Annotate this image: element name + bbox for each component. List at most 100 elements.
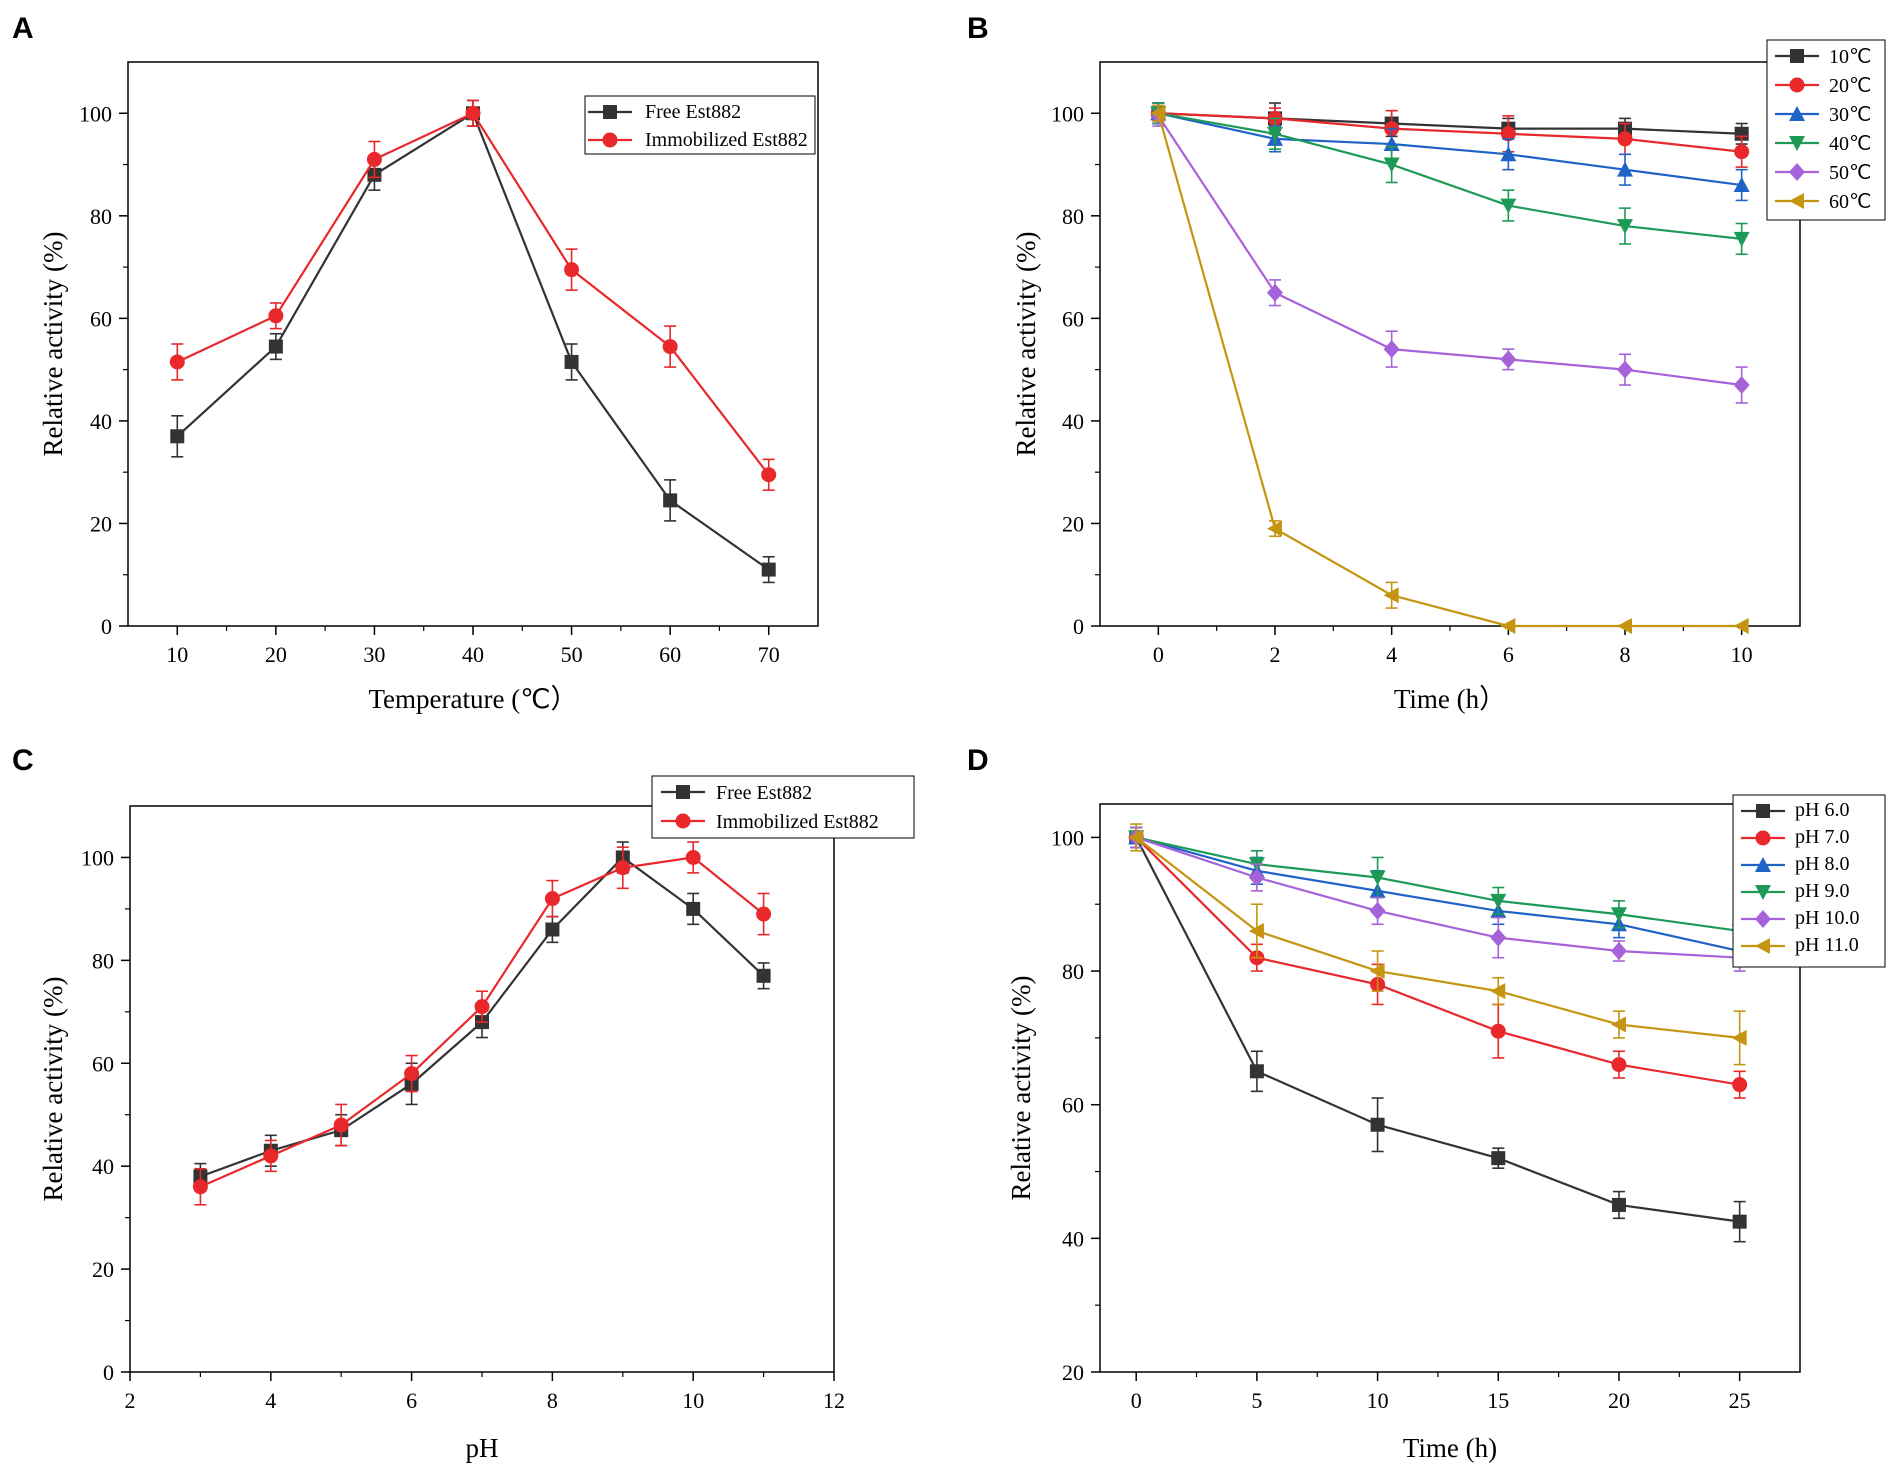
- panel-b-legend-marker-1: [1789, 77, 1805, 93]
- panel-a-series-1-point-6: [761, 467, 777, 483]
- panel-b-legend-marker-3: [1789, 136, 1805, 151]
- panel-d-series-5-point-5: [1731, 1029, 1747, 1046]
- panel-c-y-tick-label-3: 60: [92, 1051, 114, 1076]
- panel-b-series-5-point-2: [1383, 587, 1399, 604]
- panel-b-series-3: [1150, 102, 1750, 256]
- panel-a-x-tick-label-6: 70: [758, 642, 780, 667]
- panel-b-series-3-point-1: [1267, 126, 1283, 142]
- panel-b-series-4-point-4: [1617, 360, 1633, 379]
- panel-d-series-3-point-3: [1490, 893, 1507, 909]
- panel-d-legend-marker-2: [1755, 857, 1771, 872]
- panel-d-x-tick-label-1: 5: [1251, 1388, 1262, 1413]
- panel-a-series-1-point-5: [662, 339, 678, 355]
- panel-c-y-tick-label-5: 100: [81, 845, 114, 870]
- panel-c-y-axis-label: Relative activity (%): [38, 977, 68, 1202]
- panel-d-series-0-line: [1135, 836, 1740, 1223]
- panel-b-series-5-point-5: [1733, 618, 1749, 634]
- panel-b-series-0: [1151, 102, 1749, 145]
- panel-b-letter: B: [967, 12, 989, 45]
- panel-a-series-1-point-1: [268, 308, 284, 324]
- panel-d-series-4-point-1: [1248, 868, 1265, 887]
- panel-d-series-0-point-5: [1732, 1214, 1747, 1229]
- panel-c-legend-box: [651, 775, 915, 839]
- panel-b-series-3-point-3: [1500, 198, 1517, 214]
- panel-b-legend-marker-4: [1789, 163, 1805, 181]
- panel-a-series-0-line: [176, 111, 770, 571]
- panel-a-series-1-point-0: [169, 354, 185, 370]
- panel-b-series-5-point-1: [1267, 520, 1282, 537]
- panel-c-series-0-point-7: [686, 901, 701, 916]
- panel-b-y-tick-label-2: 40: [1062, 409, 1084, 434]
- panel-d-series-2-line: [1135, 836, 1740, 953]
- panel-b-legend-label-1: 20℃: [1829, 75, 1871, 97]
- panel-a-legend-label-0: Free Est882: [645, 101, 741, 123]
- panel-b-legend: 10℃ 20℃ 30℃ 40℃ 50℃ 60℃: [1766, 39, 1886, 221]
- panel-a-series-0-point-0: [170, 429, 185, 444]
- panel-c-series-0-point-8: [756, 968, 771, 983]
- panel-d: D 0 5 10 15 20 25 20 40 60 80 100 pH 6.0 pH 7.0 pH…: [967, 744, 1886, 1463]
- panel-d-x-axis-label: Time (h): [1403, 1433, 1497, 1463]
- panel-d-x-tick-label-3: 15: [1487, 1388, 1509, 1413]
- panel-b-series-4-line: [1157, 115, 1742, 387]
- panel-c-series-1: [192, 841, 772, 1206]
- panel-a-series-0-point-1: [268, 339, 283, 354]
- panel-a-series-1-point-3: [465, 105, 481, 121]
- panel-b-series-3-point-4: [1617, 219, 1633, 235]
- panel-d-letter: D: [967, 744, 989, 777]
- panel-b-y-axis-label: Relative activity (%): [1011, 232, 1041, 457]
- panel-a-y-tick-label-0: 0: [101, 614, 112, 639]
- panel-a-legend-box: [584, 95, 816, 155]
- panel-b-series-0-point-5: [1734, 126, 1749, 141]
- panel-d-series-1-line: [1135, 836, 1740, 1086]
- panel-b-x-tick-label-4: 8: [1620, 642, 1631, 667]
- panel-d-legend-label-1: pH 7.0: [1795, 826, 1849, 848]
- panel-d-legend-marker-1: [1755, 830, 1771, 846]
- panel-a-y-tick-label-5: 100: [79, 101, 112, 126]
- panel-b-legend-label-2: 30℃: [1829, 104, 1871, 126]
- panel-b-series-4-point-2: [1383, 340, 1400, 359]
- panel-d-legend-marker-4: [1755, 910, 1771, 928]
- panel-c-series-1-point-4: [474, 999, 490, 1015]
- panel-c-y-tick-label-4: 80: [92, 948, 114, 973]
- panel-d-series-4-line: [1135, 836, 1740, 959]
- panel-c-series-0-point-5: [545, 922, 560, 937]
- panel-c-series-1-point-6: [615, 860, 631, 876]
- panel-b-series-5-point-4: [1617, 618, 1632, 634]
- panel-d-legend-label-3: pH 9.0: [1795, 880, 1849, 902]
- panel-c-x-tick-label-5: 12: [823, 1388, 845, 1413]
- panel-d-x-tick-label-5: 25: [1729, 1388, 1751, 1413]
- panel-a-legend: Free Est882 Immobilized Est882: [584, 95, 816, 155]
- panel-a-series-0-point-4: [564, 354, 579, 369]
- panel-b-y-tick-label-0: 0: [1073, 614, 1084, 639]
- panel-a-x-tick-label-1: 20: [265, 642, 287, 667]
- panel-b-x-axis-label: Time (h）: [1394, 684, 1506, 714]
- panel-d-series-4-point-3: [1490, 928, 1507, 947]
- panel-a-legend-label-1: Immobilized Est882: [645, 129, 808, 151]
- panel-d-series-5-point-2: [1369, 963, 1385, 980]
- panel-d-legend-label-0: pH 6.0: [1795, 799, 1849, 821]
- panel-d-series-4: [1128, 826, 1748, 972]
- panel-b-legend-label-4: 50℃: [1829, 162, 1871, 184]
- panel-c-y-tick-label-0: 0: [103, 1360, 114, 1385]
- panel-b-y-tick-label-4: 80: [1062, 204, 1084, 229]
- panel-d-series-1-point-4: [1611, 1057, 1627, 1073]
- panel-d-plot-frame: [1099, 803, 1801, 1373]
- panel-d-y-tick-label-0: 20: [1062, 1360, 1084, 1385]
- panel-a: A 10 20 30 40 50 60 70 0 20 40 60 80 100 Free Est882…: [12, 12, 819, 714]
- panel-d-series-2: [1128, 826, 1748, 966]
- panel-a-y-axis-label: Relative activity (%): [38, 232, 68, 457]
- panel-c-legend-marker-1: [675, 813, 691, 829]
- panel-c-x-axis-label: pH: [466, 1433, 499, 1463]
- panel-b-series-4-point-1: [1267, 283, 1283, 302]
- panel-d-series-5-point-1: [1248, 922, 1264, 939]
- panel-a-legend-marker-1: [602, 132, 618, 148]
- panel-b-series-5-line: [1157, 112, 1742, 628]
- panel-a-y-tick-label-3: 60: [90, 306, 112, 331]
- panel-a-x-tick-label-4: 50: [561, 642, 583, 667]
- panel-b-series-1-point-5: [1734, 144, 1750, 160]
- panel-c-series-1-point-5: [544, 891, 560, 907]
- panel-a-series-0: [170, 99, 776, 584]
- panel-d-series-4-point-2: [1369, 901, 1386, 920]
